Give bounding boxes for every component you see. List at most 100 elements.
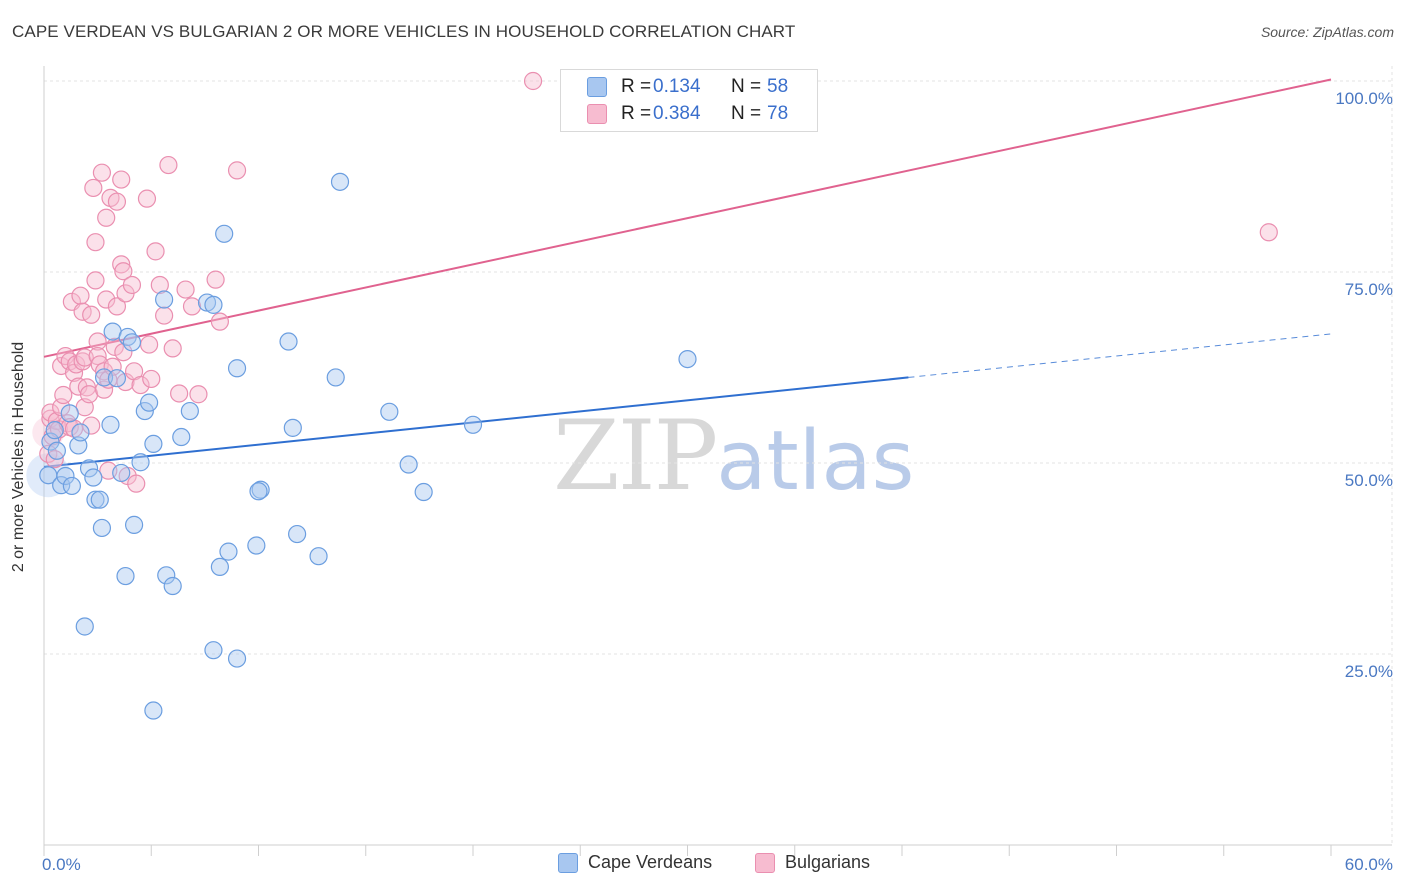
series-label-cape-verdeans: Cape Verdeans [588,852,713,872]
point-cape-verdeans [79,459,99,478]
point-bulgarians [170,384,189,403]
y-tick-label: 100.0% [1335,89,1393,108]
point-bulgarians [127,474,146,493]
point-bulgarians [112,170,131,189]
point-cape-verdeans [157,566,176,585]
point-cape-verdeans [414,482,433,502]
trend-line-bulgarians [43,78,1332,358]
point-bulgarians [163,339,182,358]
point-cape-verdeans [210,557,229,577]
point-bulgarians [176,280,195,299]
point-cape-verdeans [155,290,174,309]
point-bulgarians [227,161,247,180]
point-bulgarians [84,178,103,198]
point-bulgarians [155,306,174,325]
point-cape-verdeans [101,415,120,434]
y-tick-label: 25.0% [1345,662,1393,681]
point-bulgarians [88,332,107,351]
point-cape-verdeans [309,547,328,566]
watermark-atlas: atlas [716,414,915,509]
series-legend-cape-verdeans[interactable]: Cape Verdeans [558,852,712,873]
series-legend-bulgarians[interactable]: Bulgarians [755,852,870,873]
legend-r-label: R = [621,103,652,124]
point-cape-verdeans [135,401,154,421]
legend-n-value: 58 [767,76,789,97]
point-cape-verdeans [283,418,302,437]
legend-r-label: R = [621,76,652,97]
point-bulgarians [159,155,178,175]
point-bulgarians [86,271,105,290]
point-bulgarians [71,286,90,305]
point-cape-verdeans [131,453,150,472]
point-cape-verdeans [463,415,483,434]
point-bulgarians [82,305,101,324]
x-tick-label: 60.0% [1345,855,1393,874]
point-bulgarians [97,290,116,309]
point-cape-verdeans [122,333,142,352]
stats-legend: R = 0.134 N = 58 R = 0.384 N = 78 [560,69,818,132]
x-tick-label: 0.0% [42,855,81,874]
point-cape-verdeans [41,432,60,451]
data-points [26,71,1278,720]
legend-swatch-bulgarians [587,104,607,124]
series-legend: Cape Verdeans Bulgarians [0,852,1406,878]
point-cape-verdeans [330,172,350,191]
point-cape-verdeans [172,427,191,447]
point-cape-verdeans [163,576,182,596]
point-bulgarians [189,385,208,404]
point-cape-verdeans [56,466,75,486]
point-cape-verdeans [84,468,103,487]
point-bulgarians [79,385,99,404]
point-bulgarians [131,375,150,395]
point-cape-verdeans [249,482,268,501]
point-cape-verdeans [288,524,307,544]
point-cape-verdeans [227,649,247,668]
point-bulgarians [107,297,127,316]
point-cape-verdeans [60,404,79,423]
point-bulgarians [146,242,165,261]
point-cape-verdeans [45,421,64,440]
point-cape-verdeans [678,349,697,369]
point-cape-verdeans [124,515,144,534]
point-cape-verdeans [144,701,163,720]
point-bulgarians [137,189,157,208]
point-cape-verdeans [94,368,114,387]
watermark-zip: ZIP [553,400,718,512]
point-bulgarians [142,369,161,389]
point-cape-verdeans [247,536,266,555]
point-cape-verdeans [140,393,159,412]
point-cape-verdeans [62,476,81,496]
series-swatch-bulgarians [755,852,775,873]
point-cape-verdeans [116,566,135,586]
legend-swatch-cape-verdeans [587,77,607,97]
point-bulgarians [97,208,116,227]
legend-row-bulgarians: R = 0.384 N = 78 [561,101,788,127]
tick-labels: 25.0% 50.0% 75.0% 100.0% 0.0% 60.0% [42,89,1393,874]
point-cape-verdeans [71,423,90,442]
point-cape-verdeans [326,368,345,387]
point-cape-verdeans [112,463,131,483]
point-cape-verdeans [227,359,247,378]
legend-n-label: N = [731,76,762,97]
point-cape-verdeans [204,641,223,660]
cluster-point-cape-verdeans [26,453,71,498]
point-bulgarians [140,335,159,354]
point-bulgarians [82,416,101,435]
point-bulgarians [54,385,73,405]
legend-n-label: N = [731,103,762,124]
legend-r-value: 0.134 [653,76,701,97]
point-bulgarians [210,312,229,331]
point-bulgarians [182,297,202,316]
point-cape-verdeans [47,441,66,460]
point-bulgarians [105,337,124,356]
point-cape-verdeans [144,434,163,453]
grid-lines [44,66,1393,845]
zipatlas-watermark: ZIPatlas [553,400,914,512]
legend-n-value: 78 [767,103,789,124]
point-bulgarians [523,71,543,91]
trend-line-cape-verdeans [43,376,909,468]
point-cape-verdeans [219,542,238,561]
point-cape-verdeans [107,369,127,388]
point-bulgarians [1259,223,1278,242]
source-label: Source: ZipAtlas.com [1260,24,1394,40]
